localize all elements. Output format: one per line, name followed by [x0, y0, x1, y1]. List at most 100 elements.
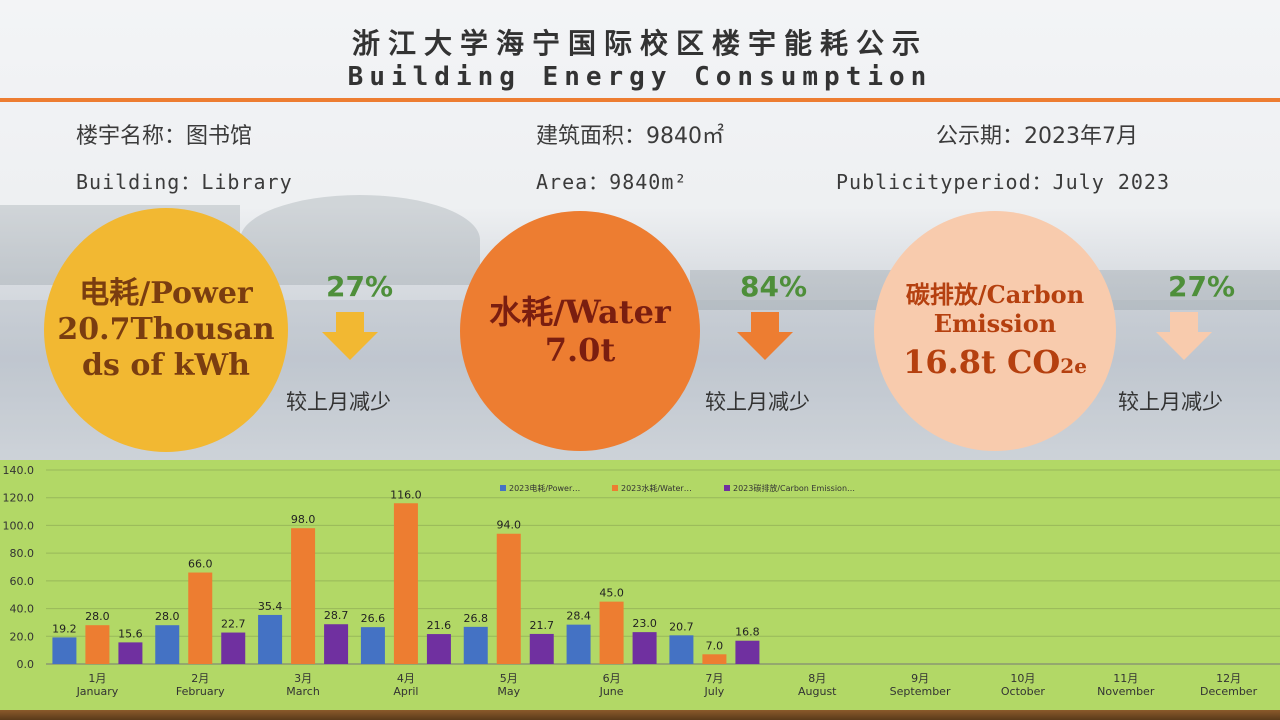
- carbon-down-arrow-icon: [1156, 312, 1212, 360]
- data-label: 28.0: [85, 610, 110, 623]
- x-tick-label: 1月: [88, 672, 106, 685]
- bar: [360, 627, 385, 664]
- data-label: 28.4: [566, 610, 591, 623]
- bar: [324, 624, 349, 664]
- bottom-strip: [0, 710, 1280, 720]
- bar: [426, 634, 451, 664]
- x-tick-label-en: September: [890, 685, 951, 698]
- data-label: 21.7: [530, 619, 555, 632]
- bar: [529, 633, 554, 664]
- x-tick-label: 5月: [500, 672, 518, 685]
- x-tick-label-en: December: [1200, 685, 1258, 698]
- data-label: 26.6: [361, 612, 386, 625]
- x-tick-label-en: August: [798, 685, 837, 698]
- x-tick-label: 3月: [294, 672, 312, 685]
- y-tick-label: 0.0: [17, 658, 35, 671]
- x-tick-label: 9月: [911, 672, 929, 685]
- power-change-percent: 27%: [326, 270, 394, 303]
- bar: [702, 654, 727, 664]
- period-cn: 公示期：2023年7月: [936, 124, 1138, 149]
- data-label: 28.0: [155, 610, 180, 623]
- x-tick-label: 6月: [603, 672, 621, 685]
- bar: [118, 642, 143, 664]
- x-tick-label-en: July: [704, 685, 725, 698]
- bar: [496, 533, 521, 664]
- water-down-arrow-icon: [737, 312, 793, 360]
- data-label: 15.6: [118, 627, 143, 640]
- power-value-line2: ds of kWh: [82, 348, 250, 383]
- data-label: 94.0: [497, 519, 522, 532]
- page-title-en: Building Energy Consumption: [347, 62, 933, 92]
- carbon-label-line2: Emission: [933, 308, 1057, 338]
- legend-entry: 2023电耗/Power…: [509, 483, 580, 493]
- bar: [632, 632, 657, 664]
- legend-entry: 2023碳排放/Carbon Emission…: [733, 483, 855, 493]
- bar: [669, 635, 694, 664]
- area-en: Area：9840m²: [536, 170, 688, 194]
- x-tick-label: 10月: [1010, 672, 1035, 685]
- x-tick-label: 2月: [191, 672, 209, 685]
- water-change-label: 较上月减少: [705, 390, 810, 414]
- title-divider: [0, 98, 1280, 102]
- data-label: 45.0: [599, 587, 624, 600]
- bar: [735, 640, 760, 664]
- bar: [393, 503, 418, 664]
- bar: [155, 625, 180, 664]
- legend-swatch: [612, 485, 618, 491]
- data-label: 66.0: [188, 558, 213, 571]
- building-name-cn: 楼宇名称：图书馆: [76, 124, 253, 149]
- x-tick-label: 11月: [1113, 672, 1138, 685]
- y-tick-label: 20.0: [10, 630, 35, 643]
- power-label: 电耗/Power: [79, 276, 253, 311]
- x-tick-label-en: June: [599, 685, 624, 698]
- bar: [258, 614, 283, 664]
- x-tick-label-en: November: [1097, 685, 1155, 698]
- water-change-percent: 84%: [740, 270, 808, 303]
- x-tick-label: 8月: [808, 672, 826, 685]
- x-tick-label-en: October: [1001, 685, 1045, 698]
- x-tick-label-en: March: [286, 685, 320, 698]
- x-tick-label: 4月: [397, 672, 415, 685]
- x-tick-label-en: May: [497, 685, 520, 698]
- data-label: 19.2: [52, 622, 77, 635]
- power-down-arrow-icon: [322, 312, 378, 360]
- legend-swatch: [724, 485, 730, 491]
- data-label: 16.8: [735, 626, 760, 639]
- carbon-value: 16.8t CO2e: [903, 342, 1087, 381]
- power-change-label: 较上月减少: [286, 390, 391, 414]
- period-en: Publicityperiod：July 2023: [836, 170, 1170, 194]
- y-tick-label: 140.0: [3, 464, 35, 477]
- data-label: 21.6: [427, 619, 452, 632]
- power-circle: 电耗/Power 20.7Thousan ds of kWh: [44, 208, 288, 452]
- bar: [85, 625, 110, 664]
- x-tick-label-en: January: [76, 685, 119, 698]
- bar: [566, 624, 591, 664]
- data-label: 98.0: [291, 513, 316, 526]
- carbon-label: 碳排放/Carbon: [905, 280, 1085, 309]
- y-tick-label: 80.0: [10, 547, 35, 560]
- x-tick-label: 12月: [1216, 672, 1241, 685]
- x-tick-label: 7月: [705, 672, 723, 685]
- bg-library-building: [240, 195, 480, 285]
- chart-background: [0, 460, 1280, 710]
- data-label: 23.0: [632, 617, 657, 630]
- bar: [52, 637, 77, 664]
- x-tick-label-en: February: [176, 685, 225, 698]
- y-tick-label: 40.0: [10, 603, 35, 616]
- data-label: 28.7: [324, 609, 349, 622]
- bar: [221, 632, 246, 664]
- bar: [599, 601, 624, 664]
- legend-entry: 2023水耗/Water…: [621, 483, 692, 493]
- y-tick-label: 60.0: [10, 575, 35, 588]
- water-value: 7.0t: [544, 331, 616, 369]
- legend-swatch: [500, 485, 506, 491]
- water-label: 水耗/Water: [489, 292, 671, 331]
- monthly-energy-chart: 0.0 20.0 40.0 60.0 80.0 100.0 120.0 140.0 1月Janu…: [3, 464, 1280, 698]
- carbon-circle: 碳排放/Carbon Emission 16.8t CO2e: [874, 211, 1116, 451]
- page-title-cn: 浙江大学海宁国际校区楼宇能耗公示: [351, 27, 928, 60]
- power-value-line1: 20.7Thousan: [57, 312, 275, 347]
- data-label: 26.8: [464, 612, 489, 625]
- data-label: 22.7: [221, 618, 246, 631]
- bar: [291, 528, 316, 664]
- y-tick-label: 100.0: [3, 519, 35, 532]
